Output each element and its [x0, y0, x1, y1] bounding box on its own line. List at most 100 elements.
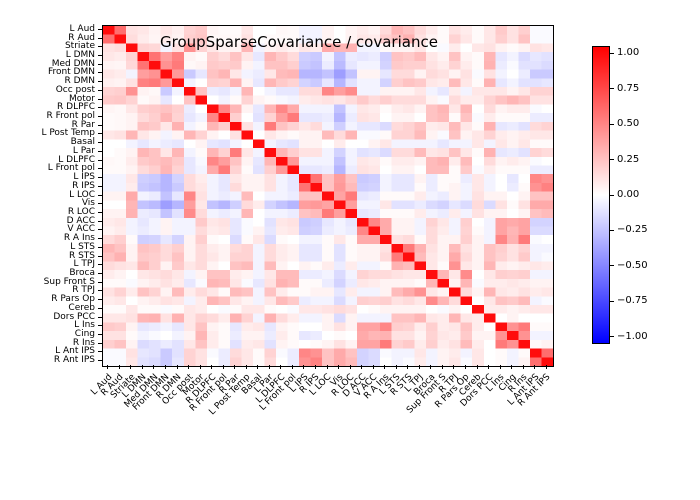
y-tick [98, 238, 102, 239]
x-tick [453, 365, 454, 369]
x-tick [430, 365, 431, 369]
x-tick [546, 365, 547, 369]
y-tick [98, 81, 102, 82]
x-tick [211, 365, 212, 369]
colorbar-tick [610, 159, 614, 160]
x-tick [130, 365, 131, 369]
x-tick [315, 365, 316, 369]
x-tick [373, 365, 374, 369]
x-tick [257, 365, 258, 369]
y-tick [98, 212, 102, 213]
colorbar-tick-label: 0.25 [617, 155, 639, 165]
x-tick [223, 365, 224, 369]
y-tick [98, 177, 102, 178]
y-tick [98, 116, 102, 117]
y-tick [98, 351, 102, 352]
y-tick [98, 133, 102, 134]
figure-frame: GroupSparseCovariance / covariance L Aud… [0, 0, 700, 500]
x-tick [303, 365, 304, 369]
x-tick [350, 365, 351, 369]
x-tick [165, 365, 166, 369]
y-tick [98, 90, 102, 91]
y-tick [98, 72, 102, 73]
y-tick [98, 195, 102, 196]
x-tick [384, 365, 385, 369]
colorbar-tick-label: 0.75 [617, 84, 639, 94]
colorbar-tick-label: −1.00 [617, 332, 648, 342]
y-tick [98, 151, 102, 152]
x-tick [327, 365, 328, 369]
y-tick [98, 256, 102, 257]
x-tick [119, 365, 120, 369]
y-tick [98, 308, 102, 309]
y-tick [98, 168, 102, 169]
y-tick [98, 221, 102, 222]
x-tick [407, 365, 408, 369]
y-tick [98, 299, 102, 300]
y-tick [98, 290, 102, 291]
heatmap-area [102, 25, 554, 367]
y-tick [98, 107, 102, 108]
x-tick [200, 365, 201, 369]
x-tick [511, 365, 512, 369]
x-tick [419, 365, 420, 369]
x-tick [269, 365, 270, 369]
y-tick [98, 264, 102, 265]
colorbar-gradient [593, 47, 609, 343]
x-tick [234, 365, 235, 369]
colorbar-tick [610, 124, 614, 125]
y-tick [98, 273, 102, 274]
y-label: R Ant IPS [54, 356, 95, 365]
y-tick [98, 203, 102, 204]
x-tick [177, 365, 178, 369]
colorbar-tick-label: −0.50 [617, 261, 648, 271]
colorbar-tick-label: 0.00 [617, 190, 639, 200]
x-tick [153, 365, 154, 369]
y-tick [98, 317, 102, 318]
x-tick [292, 365, 293, 369]
colorbar-tick [610, 336, 614, 337]
colorbar-tick [610, 265, 614, 266]
colorbar-tick-label: −0.25 [617, 225, 648, 235]
y-tick [98, 229, 102, 230]
y-tick [98, 334, 102, 335]
y-tick [98, 55, 102, 56]
x-tick [523, 365, 524, 369]
x-tick [396, 365, 397, 369]
y-tick [98, 325, 102, 326]
x-tick [442, 365, 443, 369]
colorbar-tick [610, 230, 614, 231]
y-tick [98, 125, 102, 126]
x-tick [361, 365, 362, 369]
y-tick [98, 46, 102, 47]
y-tick [98, 360, 102, 361]
x-tick [188, 365, 189, 369]
colorbar-tick [610, 53, 614, 54]
y-tick [98, 186, 102, 187]
colorbar-tick-label: 0.50 [617, 119, 639, 129]
plot-title: GroupSparseCovariance / covariance [160, 33, 438, 51]
colorbar-tick-label: −0.75 [617, 296, 648, 306]
x-tick [465, 365, 466, 369]
y-tick [98, 160, 102, 161]
x-tick [488, 365, 489, 369]
x-tick [107, 365, 108, 369]
x-tick [246, 365, 247, 369]
x-tick [338, 365, 339, 369]
y-tick [98, 343, 102, 344]
x-tick [280, 365, 281, 369]
colorbar-tick [610, 88, 614, 89]
y-tick [98, 38, 102, 39]
x-tick [500, 365, 501, 369]
x-tick [534, 365, 535, 369]
colorbar [592, 46, 610, 344]
y-tick [98, 29, 102, 30]
y-tick [98, 282, 102, 283]
x-tick [477, 365, 478, 369]
y-tick [98, 142, 102, 143]
colorbar-tick [610, 195, 614, 196]
y-tick [98, 99, 102, 100]
colorbar-tick-label: 1.00 [617, 48, 639, 58]
colorbar-tick [610, 301, 614, 302]
x-tick [142, 365, 143, 369]
